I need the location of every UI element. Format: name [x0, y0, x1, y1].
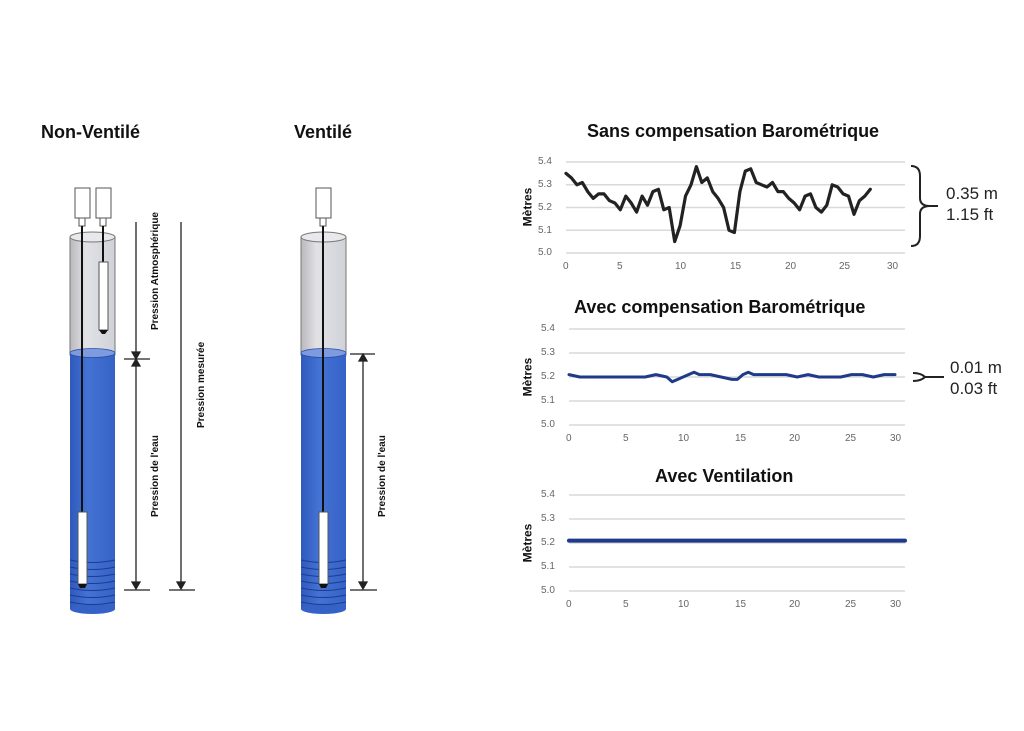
y-tick: 5.4: [541, 323, 555, 334]
atmospheric-pressure-arrow: [124, 222, 150, 591]
submerged-logger: [318, 511, 329, 588]
x-tick: 20: [789, 433, 801, 444]
y-tick: 5.0: [541, 419, 555, 430]
y-tick: 5.3: [541, 513, 555, 524]
x-tick: 0: [566, 433, 572, 444]
chart3-plot: [567, 494, 907, 592]
brace-icon: [910, 165, 938, 247]
surface-logger-boxes: [74, 187, 112, 227]
variation-feet: 1.15 ft: [946, 205, 994, 224]
x-tick: 20: [785, 261, 797, 272]
x-tick: 10: [678, 599, 690, 610]
x-tick: 25: [845, 433, 857, 444]
ventile-well-diagram: [300, 187, 377, 614]
x-tick: 10: [678, 433, 690, 444]
variation-meters: 0.01 m: [950, 358, 1002, 377]
non-ventile-well-diagram: [69, 187, 195, 614]
y-tick: 5.3: [541, 347, 555, 358]
x-tick: 5: [623, 599, 629, 610]
x-tick: 15: [735, 433, 747, 444]
x-tick: 15: [730, 261, 742, 272]
y-tick: 5.4: [538, 156, 552, 167]
y-tick: 5.3: [538, 179, 552, 190]
y-tick: 5.1: [538, 225, 552, 236]
variation-feet: 0.03 ft: [950, 379, 998, 398]
y-tick: 5.1: [541, 561, 555, 572]
data-series-line: [564, 165, 872, 244]
y-tick: 5.1: [541, 395, 555, 406]
x-tick: 25: [839, 261, 851, 272]
variation-meters: 0.35 m: [946, 184, 998, 203]
x-tick: 5: [617, 261, 623, 272]
chart2-variation-annotation: 0.01 m 0.03 ft: [950, 357, 1002, 399]
chart-title-avec-ventilation: Avec Ventilation: [655, 466, 794, 486]
small-brace-icon: [912, 372, 944, 382]
water-pressure-arrow: [350, 352, 377, 591]
x-tick: 0: [566, 599, 572, 610]
y-tick: 5.0: [538, 247, 552, 258]
data-series-line: [567, 370, 897, 384]
x-tick: 10: [675, 261, 687, 272]
y-tick: 5.2: [538, 202, 552, 213]
chart2-plot: [567, 328, 905, 426]
chart-title-sans-compensation: Sans compensation Barométrique: [587, 121, 880, 141]
x-tick: 30: [890, 433, 902, 444]
ventile-title: Ventilé: [294, 122, 353, 142]
y-tick: 5.2: [541, 537, 555, 548]
x-tick: 25: [845, 599, 857, 610]
y-tick: 5.0: [541, 585, 555, 596]
chart-title-avec-compensation: Avec compensation Barométrique: [574, 297, 866, 317]
chart1-plot: [564, 161, 905, 254]
barometric-logger: [98, 261, 109, 334]
y-tick: 5.4: [541, 489, 555, 500]
submerged-logger: [77, 511, 88, 588]
y-tick: 5.2: [541, 371, 555, 382]
non-ventile-title: Non-Ventilé: [41, 122, 141, 142]
x-tick: 5: [623, 433, 629, 444]
measured-pressure-arrow: [169, 222, 195, 591]
x-tick: 20: [789, 599, 801, 610]
chart1-variation-annotation: 0.35 m 1.15 ft: [946, 183, 998, 225]
x-tick: 15: [735, 599, 747, 610]
surface-logger-box: [315, 187, 332, 227]
x-tick: 30: [887, 261, 899, 272]
x-tick: 0: [563, 261, 569, 272]
x-tick: 30: [890, 599, 902, 610]
